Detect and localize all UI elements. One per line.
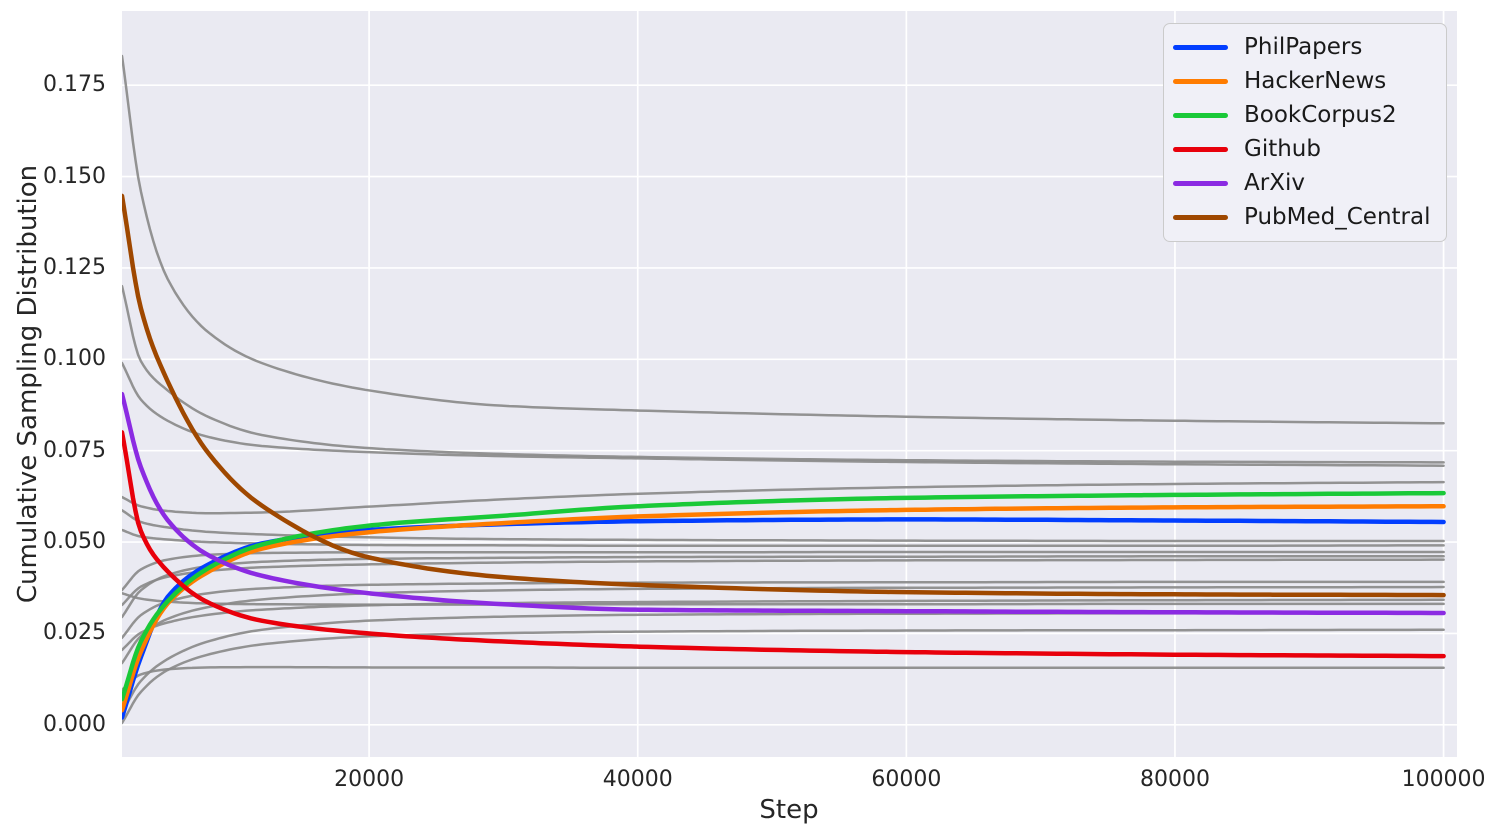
legend-swatch <box>1173 215 1228 221</box>
series-line-bookcorpus2 <box>122 490 1446 702</box>
y-tick-0.175: 0.175 <box>43 72 106 98</box>
y-tick-0.125: 0.125 <box>43 254 106 280</box>
x-tick-20000: 20000 <box>334 767 405 792</box>
legend-item-arxiv: ArXiv <box>1164 169 1446 199</box>
legend-label: PubMed_Central <box>1244 204 1431 231</box>
legend-swatch <box>1173 78 1228 84</box>
background-line <box>122 528 1445 547</box>
series-line-hackernews <box>122 504 1446 713</box>
legend: PhilPapers HackerNews BookCorpus2 Github ArX… <box>1163 23 1447 242</box>
legend-swatch <box>1173 44 1228 50</box>
background-line <box>122 509 1445 543</box>
background-line <box>122 480 1445 515</box>
background-line <box>122 628 1445 725</box>
legend-swatch <box>1173 181 1228 187</box>
y-tick-0.075: 0.075 <box>43 437 106 463</box>
y-tick-0.025: 0.025 <box>43 620 106 646</box>
y-tick-0.150: 0.150 <box>43 163 106 189</box>
x-tick-40000: 40000 <box>602 767 673 792</box>
legend-item-philpapers: PhilPapers <box>1164 32 1446 62</box>
legend-item-github: Github <box>1164 135 1446 165</box>
background-line <box>122 598 1445 652</box>
background-line <box>122 284 1445 464</box>
x-tick-60000: 60000 <box>871 767 942 792</box>
legend-label: HackerNews <box>1244 67 1387 94</box>
legend-label: PhilPapers <box>1244 33 1363 60</box>
legend-item-pubmed_central: PubMed_Central <box>1164 203 1446 233</box>
legend-swatch <box>1173 147 1228 153</box>
series-line-philpapers <box>122 517 1446 720</box>
legend-item-hackernews: HackerNews <box>1164 66 1446 96</box>
legend-item-bookcorpus2: BookCorpus2 <box>1164 100 1446 130</box>
legend-label: BookCorpus2 <box>1244 101 1397 128</box>
y-tick-0.000: 0.000 <box>43 711 106 737</box>
legend-label: Github <box>1244 136 1321 163</box>
series-line-arxiv <box>122 391 1446 616</box>
series-line-github <box>122 430 1446 659</box>
y-tick-0.100: 0.100 <box>43 346 106 372</box>
background-line <box>122 361 1445 467</box>
x-tick-100000: 100000 <box>1401 767 1486 792</box>
x-tick-80000: 80000 <box>1139 767 1210 792</box>
legend-label: ArXiv <box>1244 170 1305 197</box>
legend-swatch <box>1173 112 1228 118</box>
series-line-pubmed_central <box>122 193 1446 598</box>
y-tick-0.050: 0.050 <box>43 529 106 555</box>
x-axis-label: Step <box>759 795 819 825</box>
background-line <box>122 54 1445 425</box>
background-line <box>122 665 1445 691</box>
